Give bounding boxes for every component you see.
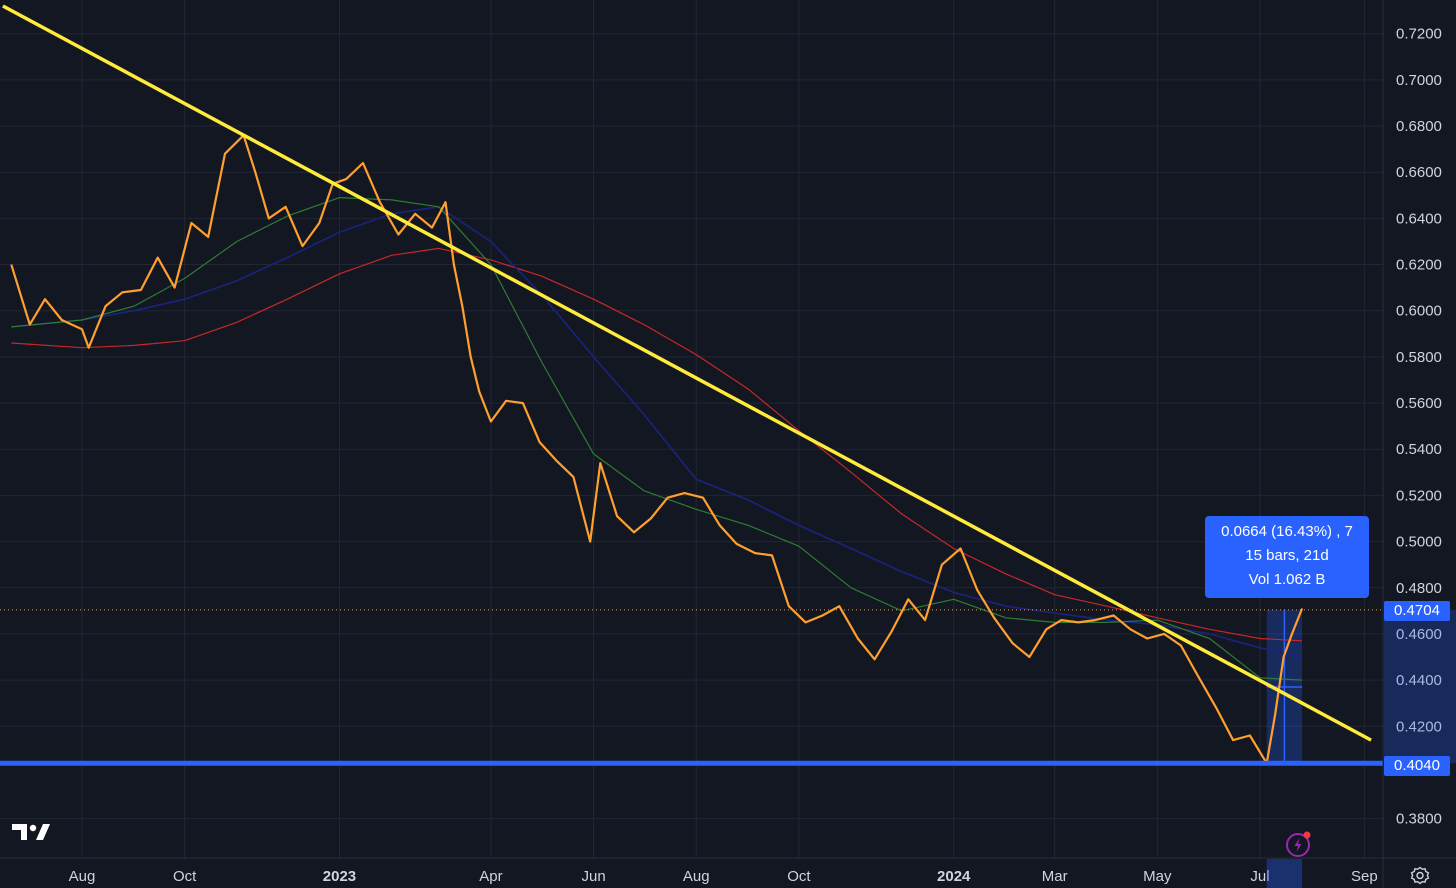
- measure-time-highlight: [1266, 859, 1303, 888]
- settings-icon[interactable]: [1410, 866, 1430, 886]
- measure-tooltip: 0.0664 (16.43%) , 7 15 bars, 21d Vol 1.0…: [1205, 516, 1369, 598]
- y-tick-label: 0.3800: [1396, 811, 1442, 828]
- x-tick-label: Aug: [69, 868, 96, 885]
- series-line-ma-short: [11, 197, 1303, 681]
- y-tick-label: 0.5200: [1396, 487, 1442, 504]
- series-line-ma-long: [11, 247, 1303, 642]
- series-line-ma-medium: [11, 206, 1303, 658]
- measure-line-1: 0.0664 (16.43%) , 7: [1221, 523, 1353, 540]
- measure-price-highlight: [1384, 609, 1456, 764]
- y-tick-label: 0.5800: [1396, 349, 1442, 366]
- y-tick-label: 0.4400: [1396, 672, 1442, 689]
- y-tick-label: 0.5400: [1396, 441, 1442, 458]
- flash-icon[interactable]: [1285, 830, 1313, 858]
- x-tick-label: Sep: [1351, 868, 1378, 885]
- y-tick-label: 0.6400: [1396, 210, 1442, 227]
- x-tick-label: Oct: [173, 868, 197, 885]
- y-tick-label: 0.7000: [1396, 72, 1442, 89]
- trendline: [2, 4, 1372, 742]
- y-tick-label: 0.4600: [1396, 626, 1442, 643]
- price-axis-bg: [1383, 0, 1456, 888]
- y-tick-label: 0.5000: [1396, 534, 1442, 551]
- series-line-price: [10, 134, 1304, 765]
- measure-line-3: Vol 1.062 B: [1248, 571, 1326, 588]
- x-tick-label: May: [1143, 868, 1172, 885]
- current-price-badge: 0.4704: [1384, 601, 1450, 621]
- tradingview-logo-icon[interactable]: [12, 822, 50, 842]
- y-tick-label: 0.6000: [1396, 303, 1442, 320]
- y-tick-label: 0.6600: [1396, 164, 1442, 181]
- y-tick-label: 0.4800: [1396, 580, 1442, 597]
- x-tick-label: Jun: [581, 868, 605, 885]
- x-tick-label: Apr: [479, 868, 502, 885]
- measure-line-2: 15 bars, 21d: [1245, 547, 1329, 564]
- x-tick-label: Jul: [1250, 868, 1269, 885]
- y-tick-label: 0.7200: [1396, 26, 1442, 43]
- support-price-badge: 0.4040: [1384, 756, 1450, 776]
- y-tick-label: 0.4200: [1396, 718, 1442, 735]
- y-tick-label: 0.5600: [1396, 395, 1442, 412]
- x-tick-label: Oct: [787, 868, 811, 885]
- plot-layer: [0, 4, 1383, 766]
- x-tick-label: Aug: [683, 868, 710, 885]
- grid-layer: [0, 0, 1383, 858]
- x-tick-label: Mar: [1042, 868, 1068, 885]
- x-tick-label: 2024: [937, 868, 971, 885]
- y-tick-label: 0.6800: [1396, 118, 1442, 135]
- y-tick-label: 0.6200: [1396, 257, 1442, 274]
- x-tick-label: 2023: [323, 868, 356, 885]
